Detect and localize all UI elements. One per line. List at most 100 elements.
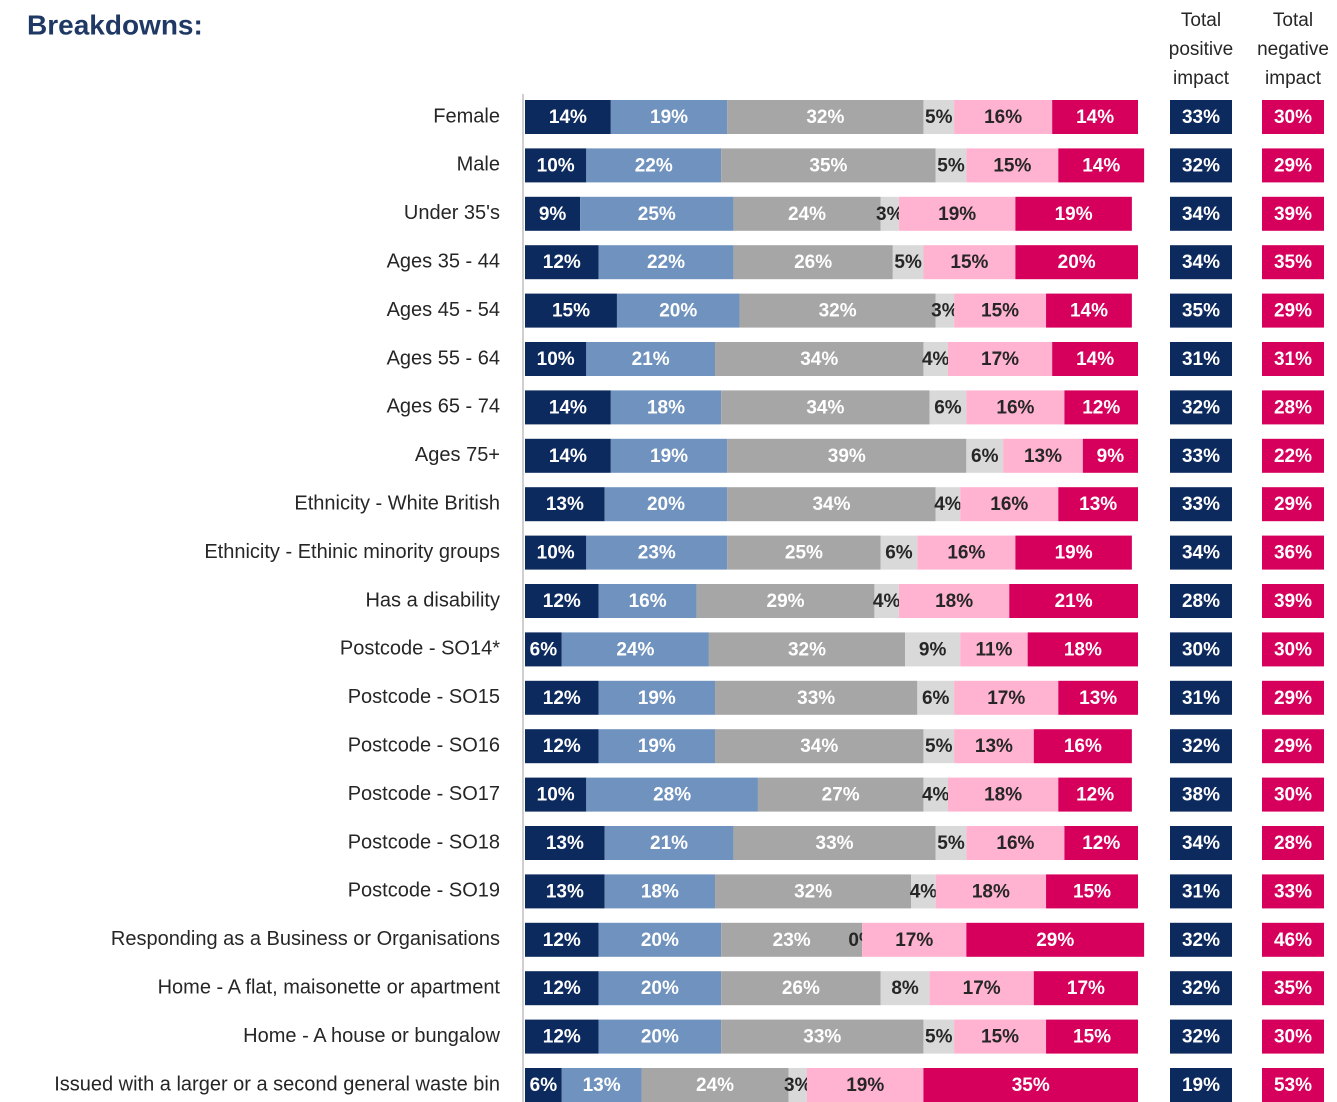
- bar-segment: [929, 971, 1034, 1006]
- value-label: 12%: [1076, 785, 1114, 806]
- value-label: 26%: [794, 252, 832, 273]
- total-box: [1170, 293, 1232, 328]
- value-label: 6%: [530, 1075, 558, 1096]
- value-label: 3%: [784, 1075, 812, 1096]
- bar-segment: [923, 245, 1016, 280]
- bar-segment: [954, 680, 1059, 715]
- total-box: [1170, 438, 1232, 473]
- bar-segment: [923, 777, 948, 812]
- bar-segment: [929, 390, 967, 425]
- bar-segment: [525, 390, 611, 425]
- bar-segment: [757, 777, 924, 812]
- bar-segment: [525, 584, 599, 618]
- value-label: 13%: [583, 1075, 621, 1096]
- value-label: 15%: [981, 1027, 1019, 1048]
- value-label: 21%: [1055, 591, 1093, 612]
- total-label: 32%: [1182, 978, 1220, 999]
- value-label: 16%: [984, 107, 1022, 128]
- bar-segment: [727, 487, 936, 522]
- value-label: 19%: [846, 1075, 884, 1096]
- total-label: 53%: [1274, 1075, 1312, 1096]
- bar-segment: [954, 1019, 1047, 1054]
- total-box: [1262, 390, 1324, 425]
- total-label: 39%: [1274, 591, 1312, 612]
- total-label: 35%: [1274, 252, 1312, 273]
- bar-segment: [525, 680, 599, 715]
- bar-segment: [525, 438, 611, 473]
- category-label: Home - A flat, maisonette or apartment: [158, 976, 501, 998]
- total-box: [1262, 632, 1324, 667]
- value-label: 21%: [632, 349, 670, 370]
- total-box: [1262, 584, 1324, 618]
- total-label: 30%: [1274, 639, 1312, 660]
- total-box: [1170, 342, 1232, 376]
- bar-segment: [898, 584, 1010, 618]
- value-label: 14%: [549, 107, 587, 128]
- category-label: Ethnicity - White British: [294, 492, 500, 514]
- total-label: 35%: [1182, 301, 1220, 322]
- value-label: 16%: [1064, 736, 1102, 757]
- bar-segment: [1015, 535, 1132, 570]
- bar-segment: [616, 293, 740, 328]
- total-label: 29%: [1274, 494, 1312, 515]
- bar-segment: [923, 729, 955, 764]
- value-label: 17%: [963, 978, 1001, 999]
- value-label: 35%: [809, 155, 847, 176]
- bar-segment: [947, 777, 1059, 812]
- value-label: 25%: [638, 204, 676, 225]
- bar-segment: [708, 632, 906, 667]
- value-label: 12%: [543, 930, 581, 951]
- bar-segment: [598, 971, 722, 1006]
- value-label: 18%: [935, 591, 973, 612]
- bar-segment: [715, 342, 924, 376]
- value-label: 13%: [546, 833, 584, 854]
- value-label: 9%: [919, 639, 947, 660]
- bar-segment: [1009, 584, 1138, 618]
- value-label: 16%: [629, 591, 667, 612]
- bar-segment: [598, 922, 722, 957]
- value-label: 34%: [800, 349, 838, 370]
- value-label: 34%: [800, 736, 838, 757]
- bar-segment: [604, 826, 734, 860]
- bar-segment: [598, 680, 716, 715]
- total-label: 30%: [1274, 785, 1312, 806]
- value-label: 3%: [931, 301, 959, 322]
- value-label: 14%: [1076, 107, 1114, 128]
- bar-segment: [917, 680, 955, 715]
- bar-segment: [1058, 777, 1132, 812]
- column-header: Total negative impact: [1257, 10, 1329, 89]
- bar-segment: [733, 245, 893, 280]
- total-box: [1170, 100, 1232, 134]
- value-label: 34%: [806, 397, 844, 418]
- total-box: [1262, 1068, 1324, 1102]
- value-label: 17%: [895, 930, 933, 951]
- total-box: [1170, 971, 1232, 1006]
- value-label: 13%: [546, 494, 584, 515]
- total-box: [1170, 1019, 1232, 1054]
- bar-segment: [525, 826, 605, 860]
- value-label: 4%: [922, 349, 950, 370]
- bar-segment: [586, 148, 722, 183]
- value-label: 23%: [638, 543, 676, 564]
- value-label: 13%: [546, 881, 584, 902]
- category-label: Under 35's: [404, 202, 500, 224]
- value-label: 13%: [1079, 688, 1117, 709]
- bar-segment: [880, 971, 930, 1006]
- bar-segment: [806, 1068, 924, 1102]
- bar-segment: [525, 487, 605, 522]
- total-box: [1262, 487, 1324, 522]
- bar-segment: [1015, 196, 1132, 231]
- total-label: 34%: [1182, 252, 1220, 273]
- total-box: [1170, 680, 1232, 715]
- value-label: 19%: [650, 446, 688, 467]
- value-label: 20%: [641, 978, 679, 999]
- value-label: 32%: [806, 107, 844, 128]
- total-box: [1262, 148, 1324, 183]
- total-box: [1170, 196, 1232, 231]
- bar-segment: [721, 390, 930, 425]
- total-box: [1262, 729, 1324, 764]
- category-label: Postcode - SO17: [348, 783, 500, 805]
- bar-segment: [580, 196, 734, 231]
